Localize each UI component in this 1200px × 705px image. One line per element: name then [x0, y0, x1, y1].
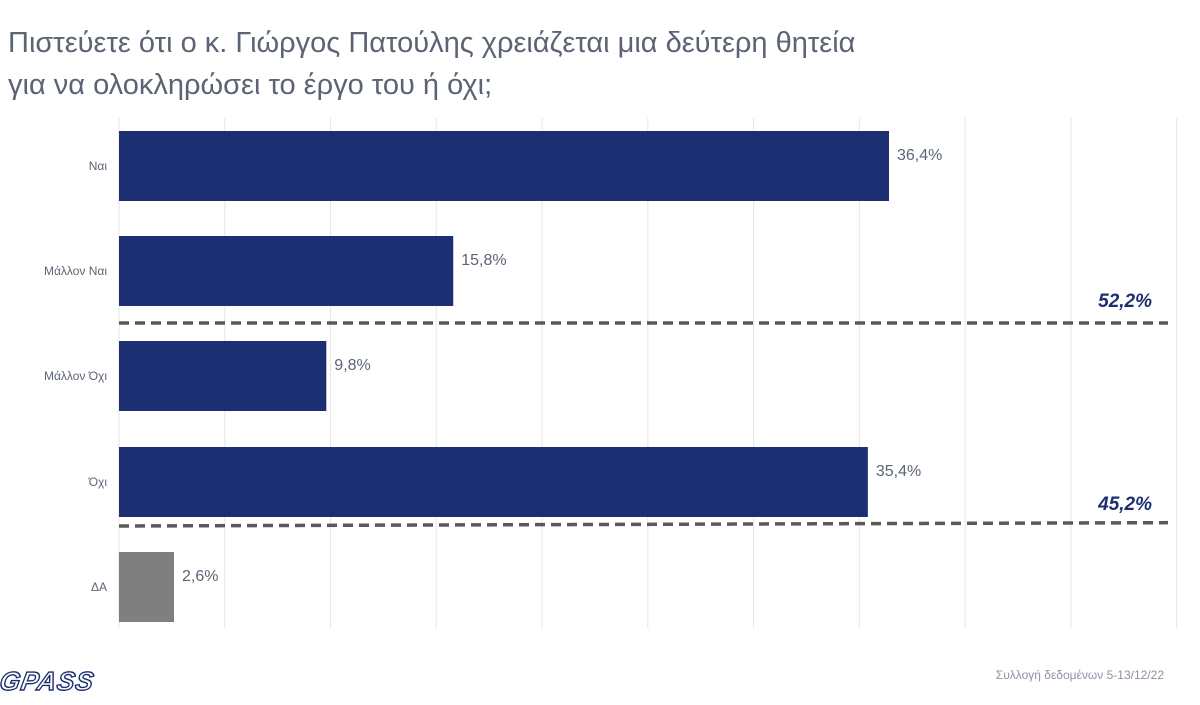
category-label: ΔΑ [91, 580, 107, 594]
value-label: 35,4% [876, 463, 921, 480]
bar [119, 552, 174, 622]
data-collection-note: Συλλογή δεδομένων 5-13/12/22 [995, 668, 1164, 682]
chart-title-line-2: για να ολοκληρώσει το έργο του ή όχι; [8, 69, 493, 101]
bar [119, 341, 327, 411]
value-label: 15,8% [461, 252, 506, 269]
chart-title: Πιστεύετε ότι ο κ. Γιώργος Πατούλης χρει… [8, 22, 1188, 106]
group-total-label: 45,2% [1097, 494, 1152, 515]
value-label: 36,4% [897, 147, 942, 164]
chart-title-line-1: Πιστεύετε ότι ο κ. Γιώργος Πατούλης χρει… [8, 27, 856, 59]
bar [119, 131, 889, 201]
bar [119, 447, 868, 517]
value-label: 9,8% [334, 357, 370, 374]
gpass-logo: GPASS [0, 665, 98, 696]
value-label: 2,6% [182, 568, 218, 585]
category-label: Όχι [88, 475, 108, 489]
category-label: Μάλλον Όχι [44, 369, 107, 383]
category-label: Ναι [89, 159, 108, 173]
category-label: Μάλλον Ναι [44, 264, 107, 278]
group-separator [118, 520, 1169, 528]
group-total-label: 52,2% [1098, 291, 1152, 312]
bar [119, 236, 454, 306]
